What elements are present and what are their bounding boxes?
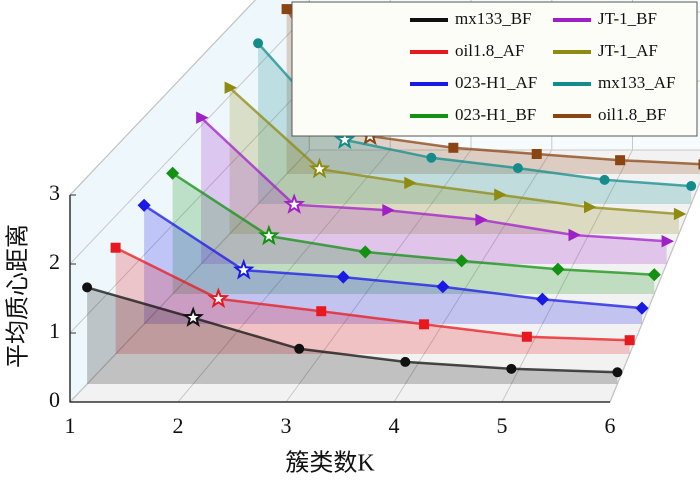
point <box>283 193 306 214</box>
point <box>624 335 635 346</box>
legend: mx133_BF oil1.8_AF 023-H1_AF 023-H1_BF JT-1_… <box>291 1 698 137</box>
point <box>137 198 151 212</box>
point <box>358 245 372 259</box>
point <box>224 81 238 94</box>
series <box>137 198 649 324</box>
area <box>144 205 642 324</box>
point <box>333 128 356 150</box>
x-axis-label: 簇类数K <box>285 450 375 477</box>
grid-line <box>69 0 256 196</box>
x-tick-label: 6 <box>605 413 616 438</box>
point <box>521 331 532 342</box>
legend-label: mx133_AF <box>598 73 675 92</box>
line <box>171 172 655 276</box>
area <box>115 247 630 354</box>
point <box>82 282 93 293</box>
point <box>400 356 411 367</box>
point <box>506 363 517 374</box>
y-tick-label: 1 <box>49 318 60 343</box>
legend-label: 023-H1_BF <box>455 105 536 124</box>
line <box>228 86 679 216</box>
point <box>612 367 623 378</box>
legend-box <box>291 1 698 137</box>
point <box>599 174 610 185</box>
area <box>286 9 700 174</box>
area <box>172 173 655 294</box>
point <box>281 4 292 15</box>
legend-label: 023-H1_AF <box>455 73 537 92</box>
series <box>82 282 623 384</box>
series <box>196 111 675 264</box>
point <box>494 188 507 201</box>
line <box>143 204 643 310</box>
line <box>86 286 618 374</box>
x-tick-label: 4 <box>389 413 400 438</box>
y-tick-label: 3 <box>49 180 60 205</box>
point <box>232 258 255 280</box>
point <box>436 280 450 294</box>
point <box>647 268 661 282</box>
point <box>455 254 469 268</box>
series <box>224 81 687 234</box>
point <box>182 306 204 327</box>
point <box>673 207 687 221</box>
point <box>110 242 121 253</box>
point <box>535 292 550 306</box>
point <box>166 166 180 180</box>
point <box>336 270 350 284</box>
legend-label: JT-1_AF <box>598 41 658 60</box>
point <box>404 176 417 190</box>
area <box>258 43 692 205</box>
x-tick-label: 5 <box>497 413 508 438</box>
point <box>698 159 700 170</box>
point <box>308 157 331 179</box>
point <box>686 181 697 192</box>
point <box>419 319 430 330</box>
point <box>207 287 230 309</box>
point <box>294 343 305 354</box>
point <box>426 152 437 163</box>
point <box>253 38 264 49</box>
point <box>196 111 209 124</box>
x-tick-label: 3 <box>281 413 292 438</box>
x-tick-label: 2 <box>173 413 184 438</box>
point <box>382 203 395 217</box>
point <box>551 262 565 276</box>
legend-label: mx133_BF <box>455 9 532 28</box>
area <box>229 87 679 234</box>
legend-label: oil1.8_AF <box>455 41 524 60</box>
point <box>448 142 459 153</box>
legend-label: JT-1_BF <box>598 9 657 28</box>
point <box>316 306 327 317</box>
point <box>475 213 488 227</box>
legend-label: oil1.8_BF <box>598 105 667 124</box>
y-tick-label: 0 <box>49 387 60 412</box>
series <box>166 166 661 294</box>
area <box>87 287 618 384</box>
y-axis-label: 平均质心距离 <box>5 224 32 368</box>
y-tick-label: 2 <box>49 249 60 274</box>
line <box>115 246 630 342</box>
point <box>661 234 675 248</box>
point <box>531 148 542 159</box>
area <box>201 117 667 264</box>
point <box>635 301 649 315</box>
grid-line <box>609 181 700 403</box>
x-tick-label: 1 <box>65 413 76 438</box>
point <box>615 155 626 166</box>
series <box>110 242 635 354</box>
point <box>584 200 597 214</box>
line <box>200 116 667 243</box>
point <box>258 224 280 246</box>
point <box>512 163 523 174</box>
point <box>568 228 581 242</box>
